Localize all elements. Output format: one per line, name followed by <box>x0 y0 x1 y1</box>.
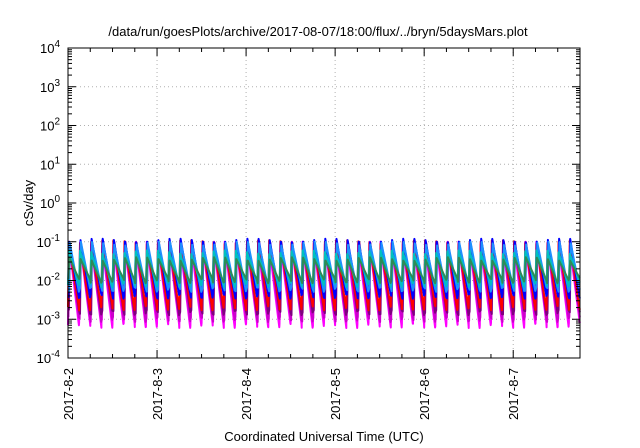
x-tick-label: 2017-8-3 <box>150 368 165 420</box>
y-tick-label: 10-3 <box>37 310 61 327</box>
x-tick-label: 2017-8-7 <box>506 368 521 420</box>
y-tick-label: 100 <box>40 194 60 211</box>
y-tick-label: 102 <box>40 117 60 134</box>
y-axis: 10-4 10-3 10-2 10-1 100 101 102 103 104 <box>37 39 580 366</box>
y-tick-label: 101 <box>40 155 60 172</box>
y-tick-label: 103 <box>40 78 60 95</box>
y-tick-label: 10-4 <box>37 349 61 366</box>
x-tick-label: 2017-8-4 <box>239 368 254 420</box>
x-tick-label: 2017-8-2 <box>61 368 76 420</box>
y-axis-title: cSv/day <box>21 179 36 226</box>
x-axis: 2017-8-2 2017-8-3 2017-8-4 2017-8-5 2017-8-6… <box>61 48 559 420</box>
y-tick-label: 104 <box>40 39 60 56</box>
series-group <box>67 237 581 329</box>
y-tick-label: 10-2 <box>37 272 61 289</box>
x-tick-label: 2017-8-5 <box>328 368 343 420</box>
x-tick-label: 2017-8-6 <box>417 368 432 420</box>
series-line <box>67 256 581 285</box>
chart-title: /data/run/goesPlots/archive/2017-08-07/1… <box>108 24 528 39</box>
y-tick-label: 10-1 <box>37 233 61 250</box>
x-axis-title: Coordinated Universal Time (UTC) <box>224 429 423 444</box>
